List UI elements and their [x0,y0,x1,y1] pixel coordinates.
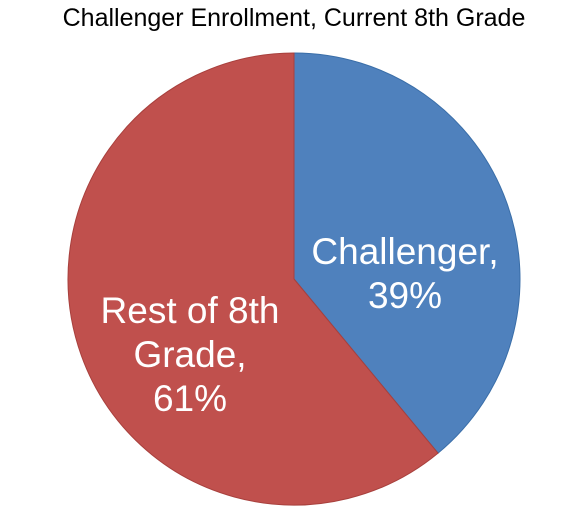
pie-slice-challenger [293,52,521,454]
slice-label-line: 39% [368,275,442,316]
chart-title: Challenger Enrollment, Current 8th Grade [62,4,526,32]
slice-label-line: Grade, [133,334,246,375]
slice-label-rest-of-8th-grade: Rest of 8th Grade, 61% [101,290,280,419]
slice-label-line: Challenger, [311,231,498,272]
slice-label-line: 61% [153,378,227,419]
slice-label-line: Rest of 8th [101,290,280,331]
slice-label-challenger: Challenger, 39% [311,231,498,316]
pie-slice-rest-of-8th-grade [67,52,439,506]
